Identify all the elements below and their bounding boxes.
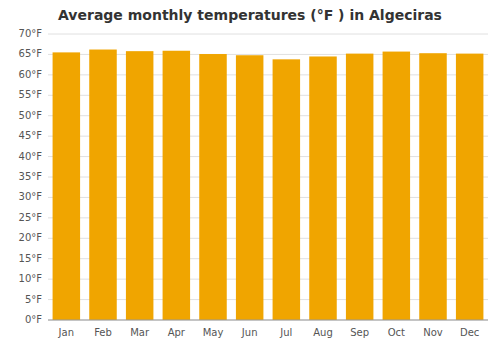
x-tick-label: Sep <box>350 327 369 338</box>
x-tick-label: Jul <box>279 327 292 338</box>
bar <box>383 52 411 320</box>
x-tick-label: Aug <box>313 327 333 338</box>
x-tick-label: Dec <box>460 327 479 338</box>
chart-container: Average monthly temperatures (°F ) in Al… <box>0 0 500 350</box>
bar <box>53 52 80 320</box>
y-grid <box>48 34 488 320</box>
grid-line <box>48 320 488 321</box>
y-axis-labels: 0°F 5°F 10°F 15°F 20°F 25°F 30°F 35°F 40°F 45°F 50… <box>19 28 43 325</box>
y-tick-label: 15°F <box>19 253 43 264</box>
x-tick-label: May <box>203 327 224 338</box>
y-tick-label: 25°F <box>19 212 43 223</box>
chart-title: Average monthly temperatures (°F ) in Al… <box>58 7 442 23</box>
x-axis-labels: Jan Feb Mar Apr May Jun Jul Aug Sep Oct Nov Dec <box>58 327 480 338</box>
y-tick-label: 35°F <box>19 171 43 182</box>
x-tick-label: Mar <box>130 327 150 338</box>
y-tick-label: 55°F <box>19 89 43 100</box>
y-tick-label: 45°F <box>19 130 43 141</box>
bar <box>89 50 117 320</box>
y-tick-label: 10°F <box>19 273 43 284</box>
bar <box>419 53 447 320</box>
bar <box>346 54 374 320</box>
x-tick-label: Feb <box>94 327 112 338</box>
y-tick-label: 60°F <box>19 69 43 80</box>
bars <box>53 50 484 320</box>
x-tick-label: Nov <box>423 327 443 338</box>
y-tick-label: 65°F <box>19 48 43 59</box>
bar <box>273 59 301 320</box>
x-tick-label: Apr <box>168 327 186 338</box>
x-tick-label: Jun <box>241 327 258 338</box>
y-tick-label: 5°F <box>25 294 42 305</box>
bar <box>456 54 484 320</box>
bar <box>126 51 153 320</box>
x-tick-label: Jan <box>58 327 74 338</box>
y-tick-label: 70°F <box>19 28 43 39</box>
chart-svg: Average monthly temperatures (°F ) in Al… <box>0 0 500 350</box>
bar <box>236 55 264 320</box>
x-tick-label: Oct <box>388 327 405 338</box>
y-tick-label: 0°F <box>25 314 42 325</box>
bar <box>199 54 227 320</box>
y-tick-label: 50°F <box>19 110 43 121</box>
y-tick-label: 20°F <box>19 232 43 243</box>
x-axis-line <box>48 320 488 321</box>
y-tick-label: 40°F <box>19 151 43 162</box>
y-tick-label: 30°F <box>19 191 43 202</box>
grid-line <box>48 34 488 35</box>
bar <box>309 56 337 320</box>
bar <box>163 51 191 320</box>
